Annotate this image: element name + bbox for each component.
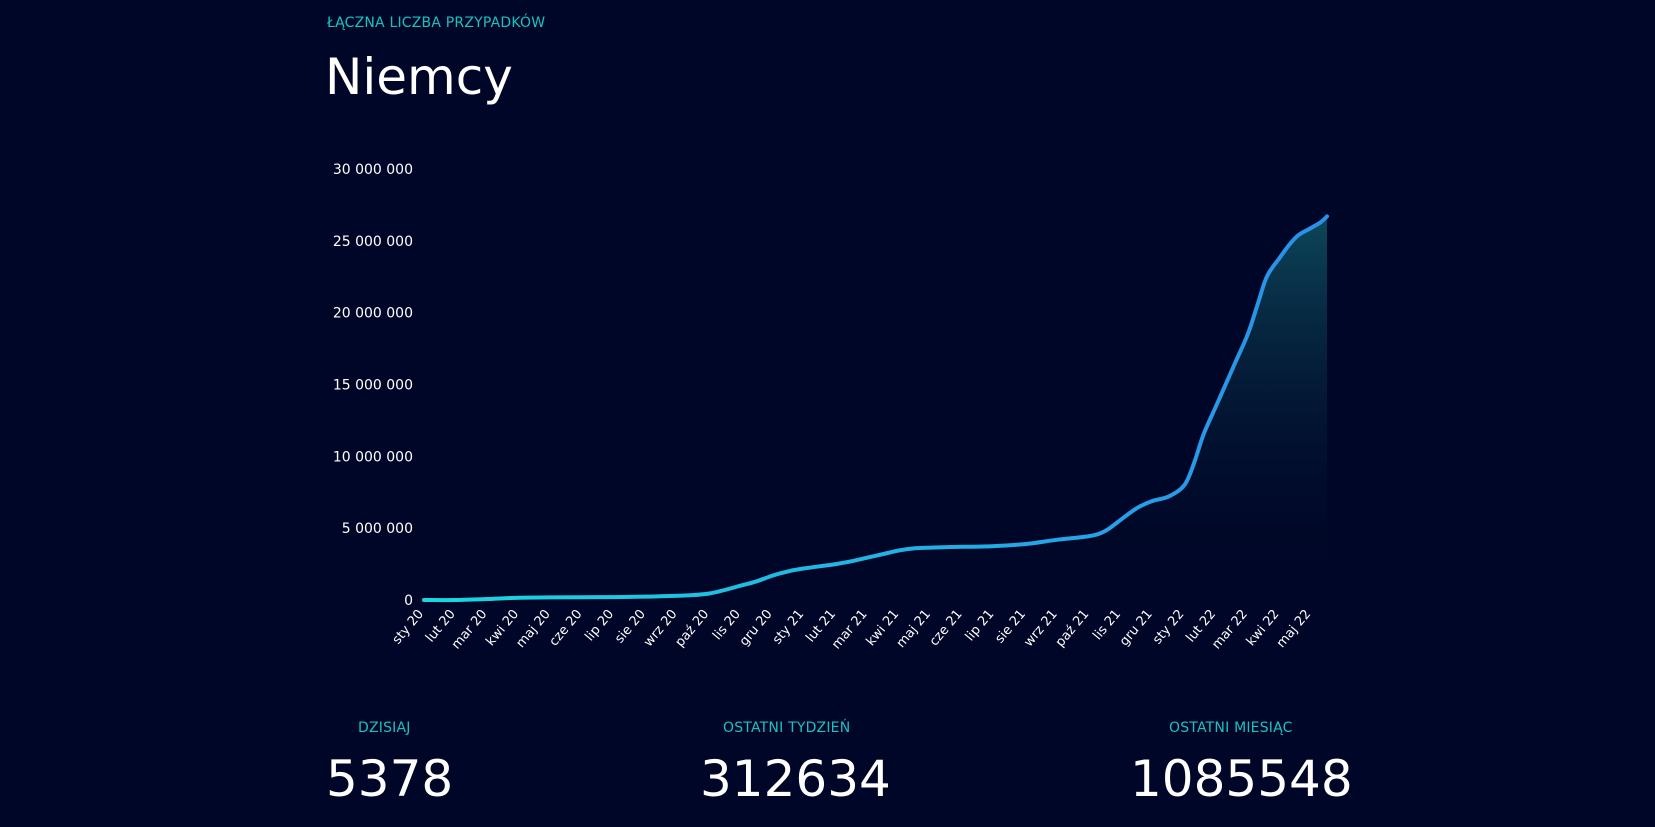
stat-today-label: DZISIAJ xyxy=(358,720,411,736)
y-tick-label: 25 000 000 xyxy=(333,234,413,250)
y-axis: 0 5 000 000 10 000 000 15 000 000 20 000 000… xyxy=(333,162,413,609)
x-tick-label: gru 21 xyxy=(1117,607,1156,649)
stat-last-month-value: 1085548 xyxy=(1130,750,1353,808)
y-tick-label: 10 000 000 xyxy=(333,449,413,465)
stat-last-week-label: OSTATNI TYDZIEŃ xyxy=(723,720,851,736)
cumulative-cases-chart: 0 5 000 000 10 000 000 15 000 000 20 000 000… xyxy=(333,162,1329,652)
x-tick-label: paź 21 xyxy=(1053,607,1093,650)
x-tick-label: lip 20 xyxy=(582,607,617,644)
y-tick-label: 15 000 000 xyxy=(333,378,413,394)
x-tick-label: paź 20 xyxy=(673,607,713,650)
x-tick-label: maj 22 xyxy=(1274,607,1314,651)
x-tick-label: wrz 21 xyxy=(1021,607,1060,650)
stat-last-week-value: 312634 xyxy=(700,750,891,808)
x-tick-label: sty 20 xyxy=(390,607,427,647)
x-tick-label: lip 21 xyxy=(963,607,998,644)
y-tick-label: 0 xyxy=(404,593,413,609)
x-tick-label: sty 22 xyxy=(1150,607,1187,647)
x-tick-label: maj 20 xyxy=(513,607,553,651)
chart-kicker: ŁĄCZNA LICZBA PRZYPADKÓW xyxy=(327,15,546,31)
page-title: Niemcy xyxy=(325,48,513,106)
x-tick-label: gru 20 xyxy=(737,607,776,649)
stat-last-month-label: OSTATNI MIESIĄC xyxy=(1169,720,1293,736)
x-tick-label: cze 20 xyxy=(547,607,586,649)
y-tick-label: 30 000 000 xyxy=(333,162,413,178)
x-tick-label: maj 21 xyxy=(894,607,934,651)
x-tick-label: wrz 20 xyxy=(641,607,680,650)
y-tick-label: 5 000 000 xyxy=(342,521,413,537)
series-area xyxy=(424,216,1327,601)
x-tick-label: cze 21 xyxy=(927,607,966,649)
stat-today-value: 5378 xyxy=(326,750,454,808)
y-tick-label: 20 000 000 xyxy=(333,306,413,322)
x-tick-label: sty 21 xyxy=(770,607,807,647)
series-line xyxy=(422,214,1329,603)
